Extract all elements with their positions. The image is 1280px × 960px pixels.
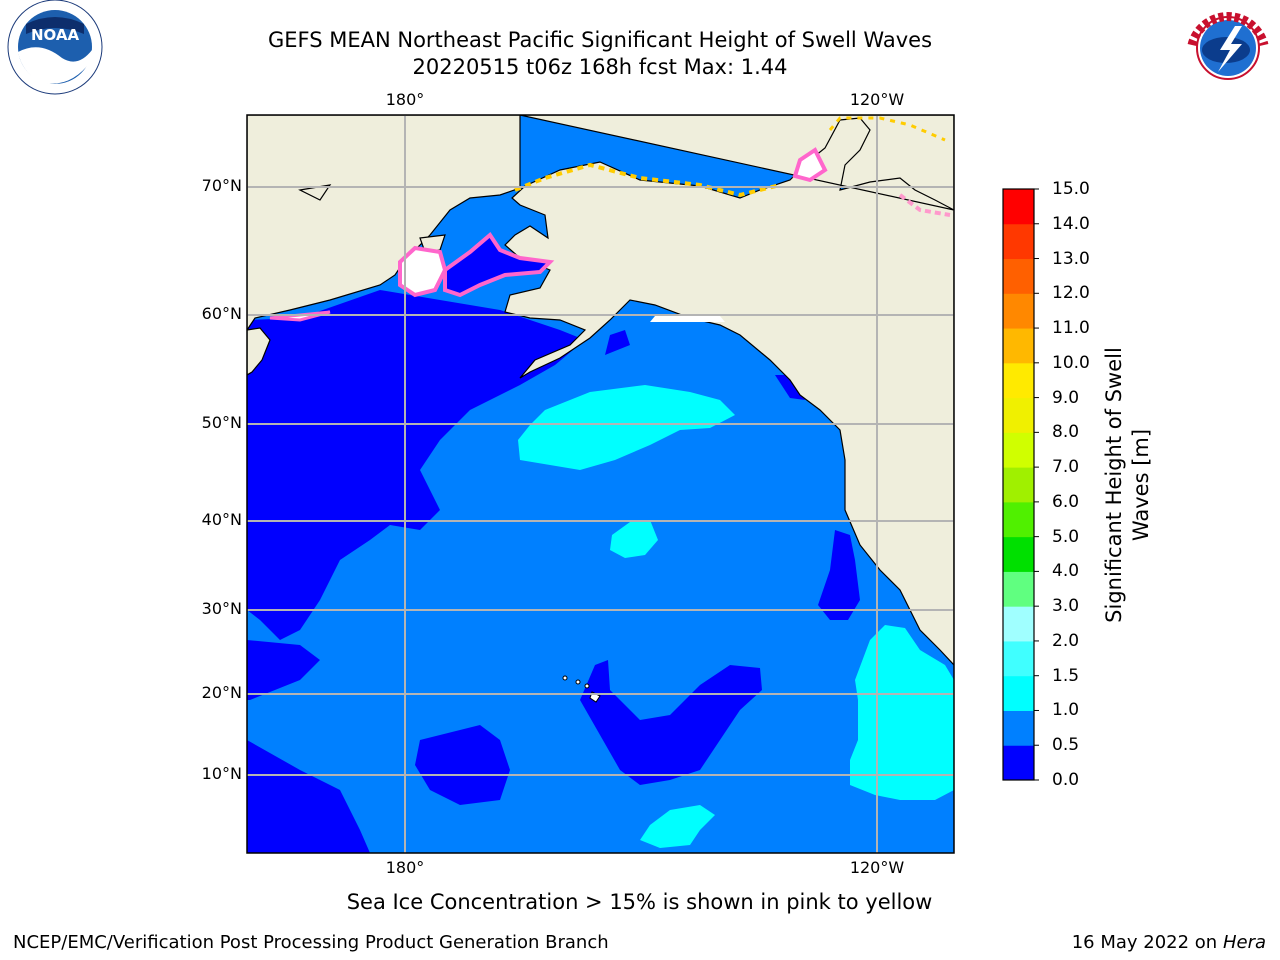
lon-label-bottom-180: 180° — [385, 858, 425, 877]
colorbar-segment — [1003, 710, 1034, 746]
colorbar-tick-label: 0.5 — [1052, 735, 1080, 756]
colorbar-segment — [1003, 223, 1034, 260]
nws-logo — [1182, 2, 1274, 94]
footer-date-text: 16 May 2022 on — [1071, 932, 1218, 953]
colorbar-segment — [1003, 362, 1034, 399]
colorbar-tick-label: 11.0 — [1052, 318, 1090, 339]
lat-label-10n: 10°N — [201, 764, 242, 783]
colorbar-segment — [1003, 397, 1034, 433]
colorbar-segment — [1003, 536, 1034, 572]
colorbar-segment — [1003, 258, 1034, 294]
colorbar-tick-label: 2.0 — [1052, 630, 1080, 651]
colorbar-segment — [1003, 501, 1034, 538]
colorbar — [1002, 188, 1039, 781]
footer-credit: NCEP/EMC/Verification Post Processing Pr… — [13, 932, 609, 953]
colorbar-frame — [1002, 188, 1035, 781]
colorbar-tick-label: 14.0 — [1052, 213, 1090, 234]
lat-label-40n: 40°N — [201, 510, 242, 529]
colorbar-title-line1: Significant Height of Swell — [1102, 347, 1126, 623]
colorbar-tick-label: 5.0 — [1052, 526, 1080, 547]
colorbar-tick-label: 15.0 — [1052, 179, 1090, 199]
colorbar-segment — [1003, 467, 1034, 503]
lat-label-30n: 30°N — [201, 599, 242, 618]
colorbar-tick-label: 9.0 — [1052, 387, 1080, 408]
lat-label-60n: 60°N — [201, 304, 242, 323]
colorbar-tick-label: 4.0 — [1052, 561, 1080, 582]
chart-title: GEFS MEAN Northeast Pacific Significant … — [267, 28, 933, 52]
lat-label-20n: 20°N — [201, 683, 242, 702]
sea-ice-note: Sea Ice Concentration > 15% is shown in … — [346, 890, 933, 914]
low-swell-regions — [247, 290, 860, 853]
colorbar-segment — [1003, 745, 1034, 781]
colorbar-segment — [1003, 328, 1034, 364]
colorbar-segment — [1003, 189, 1034, 225]
lat-label-50n: 50°N — [201, 413, 242, 432]
colorbar-segment — [1003, 675, 1034, 711]
colorbar-segment — [1003, 293, 1034, 329]
noaa-logo-text: NOAA — [31, 26, 80, 44]
lon-label-bottom-120w: 120°W — [849, 858, 905, 877]
colorbar-title-line2: Waves [m] — [1129, 428, 1153, 542]
colorbar-tick-label: 13.0 — [1052, 248, 1090, 269]
colorbar-tick-label: 1.5 — [1052, 665, 1080, 686]
lon-label-top-120w: 120°W — [849, 90, 905, 109]
lon-label-top-180: 180° — [385, 90, 425, 109]
colorbar-tick-label: 12.0 — [1052, 283, 1090, 304]
colorbar-tick-label: 1.0 — [1052, 700, 1080, 721]
colorbar-tick-label: 10.0 — [1052, 352, 1090, 373]
map-gridlines — [247, 115, 954, 853]
colorbar-segment — [1003, 640, 1034, 677]
colorbar-tick-label: 7.0 — [1052, 457, 1080, 478]
colorbar-segment — [1003, 432, 1034, 468]
colorbar-title: Significant Height of Swell Waves [m] — [1101, 305, 1155, 665]
footer-date: 16 May 2022 on Hera — [1072, 932, 1266, 953]
colorbar-segment — [1003, 606, 1034, 642]
swell-height-map — [246, 114, 955, 854]
colorbar-tick-label: 8.0 — [1052, 422, 1080, 443]
colorbar-tick-label: 0.0 — [1052, 770, 1080, 790]
colorbar-tick-label: 6.0 — [1052, 491, 1080, 512]
noaa-logo: NOAA — [7, 0, 103, 95]
colorbar-segment — [1003, 571, 1034, 607]
land-masses — [247, 115, 954, 666]
colorbar-tick-label: 3.0 — [1052, 596, 1080, 617]
lat-label-70n: 70°N — [201, 176, 242, 195]
footer-host: Hera — [1222, 932, 1266, 953]
chart-subtitle: 20220515 t06z 168h fcst Max: 1.44 — [412, 55, 788, 79]
map-frame — [246, 114, 955, 854]
sea-ice-regions — [269, 116, 951, 322]
